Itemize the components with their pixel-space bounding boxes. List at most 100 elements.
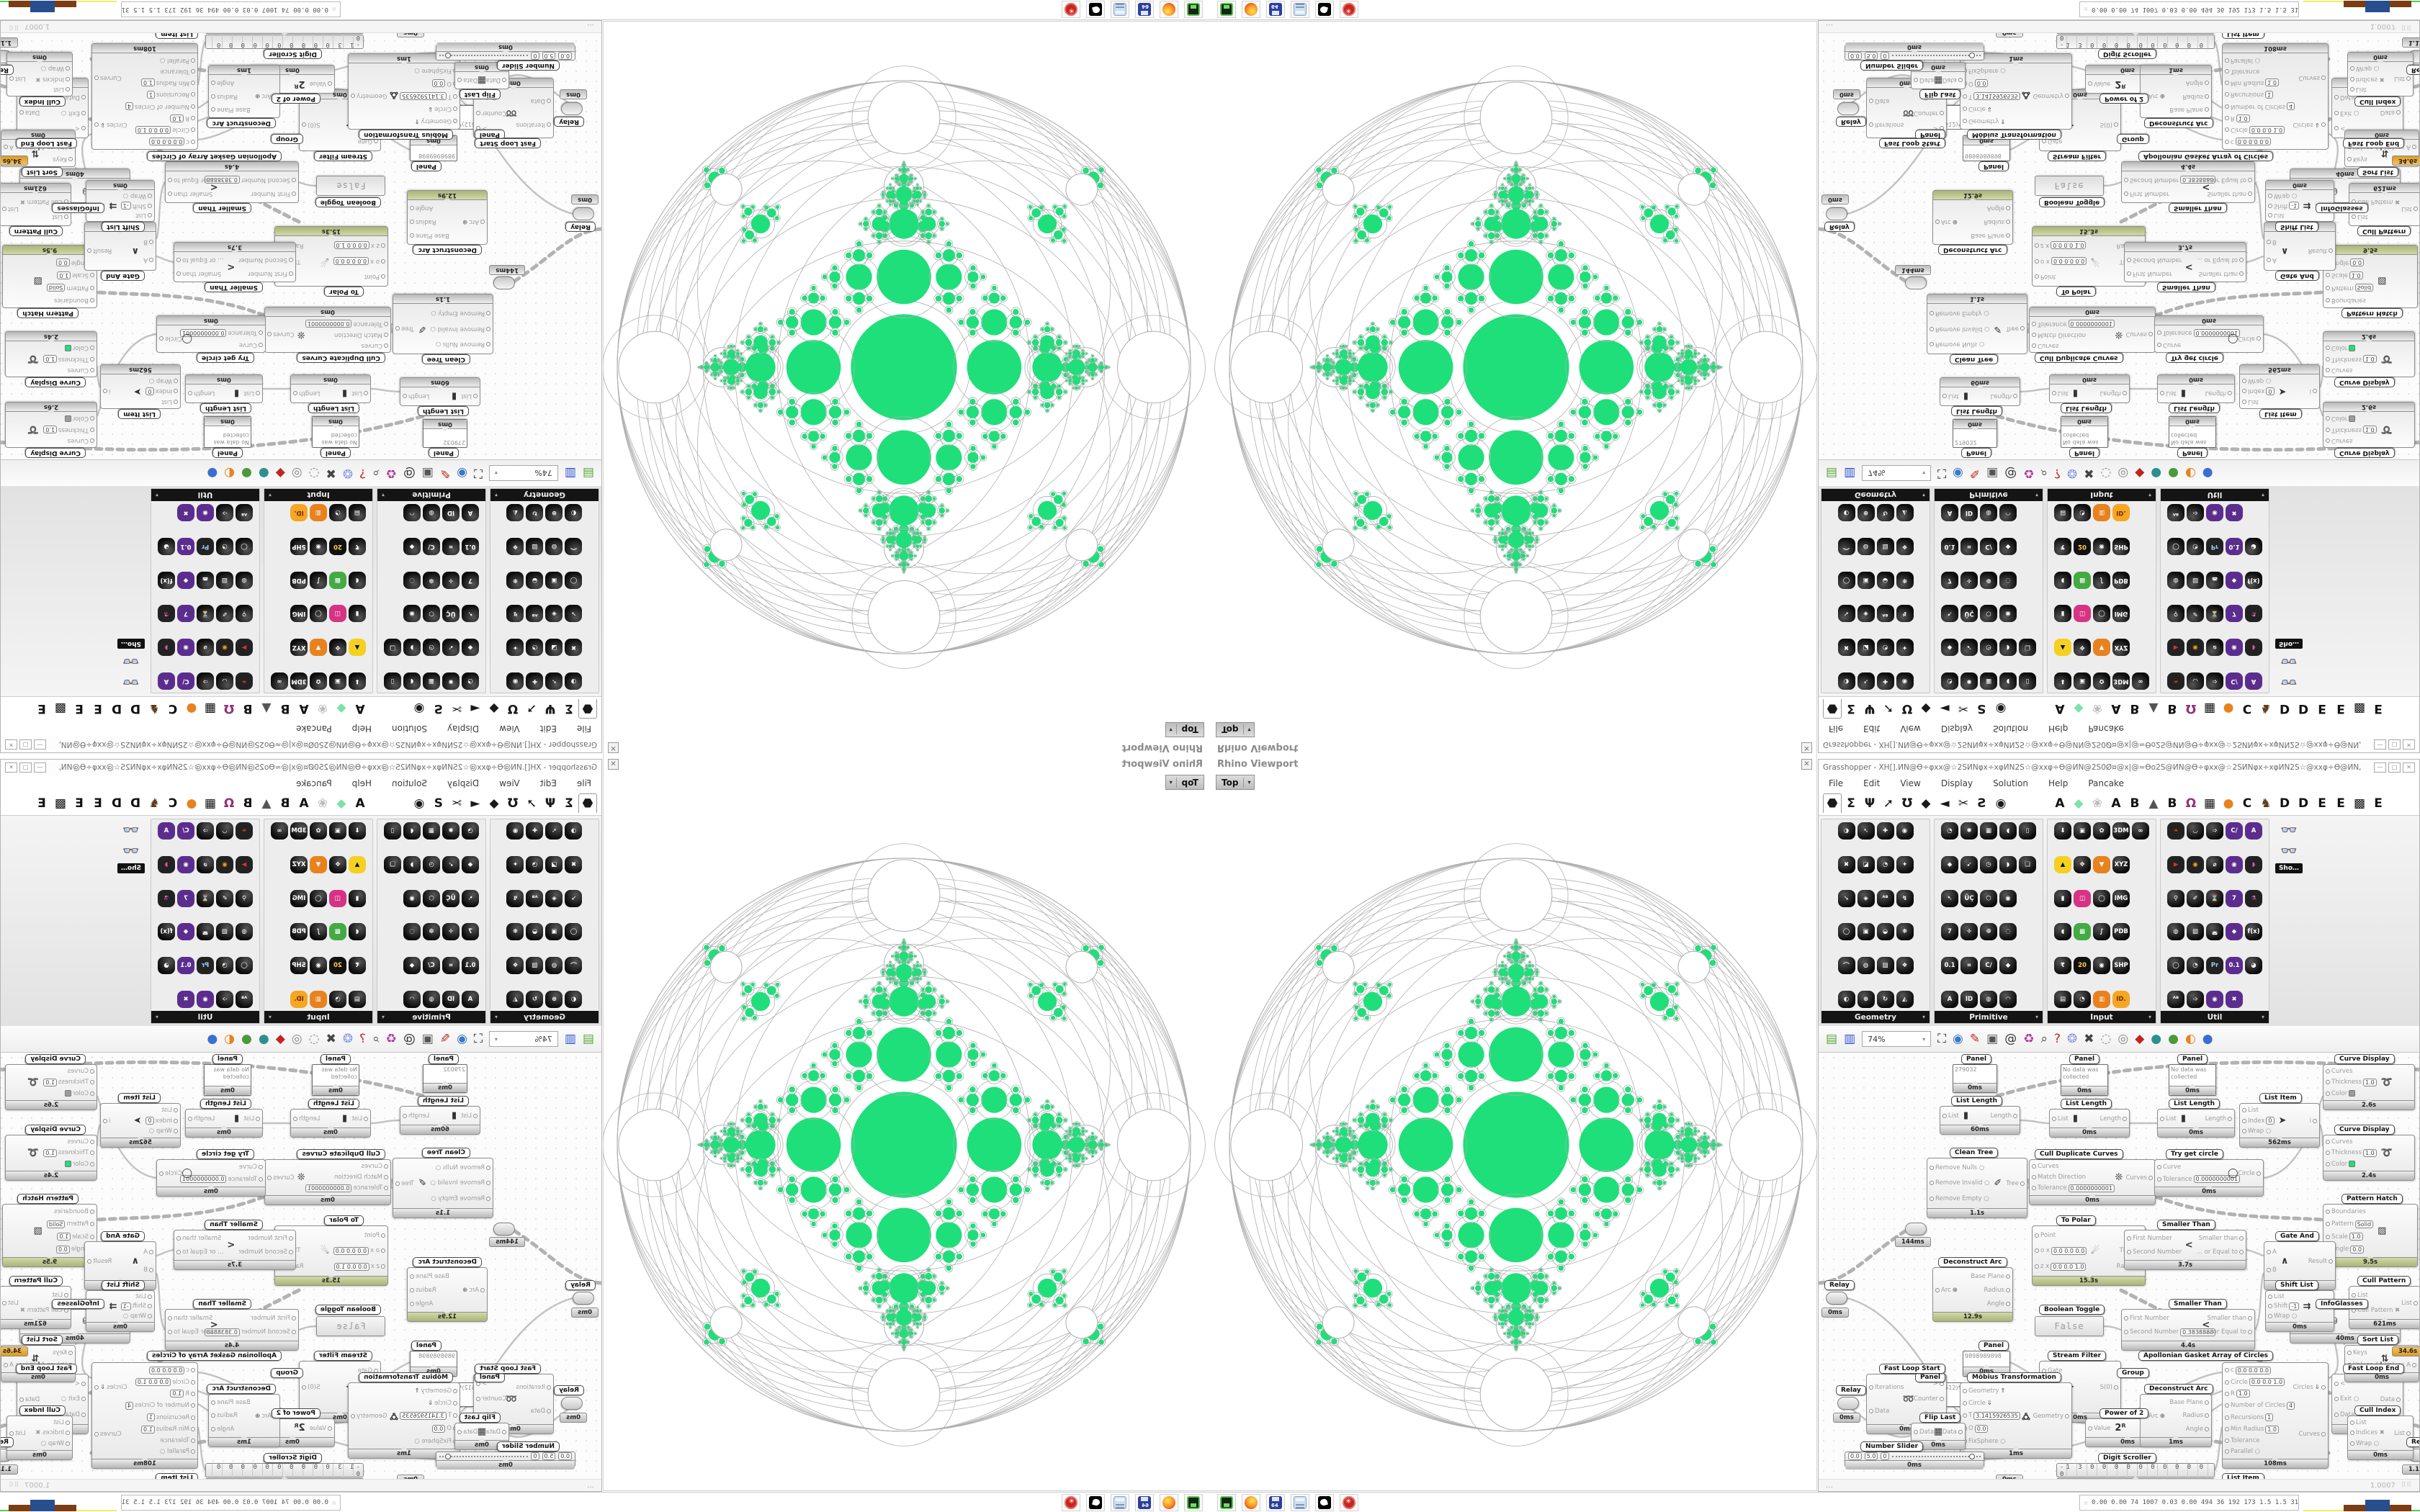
component-icon[interactable]: ▦	[423, 822, 440, 840]
preview-eye-icon[interactable]: ◉	[457, 466, 467, 481]
backdrop-icon[interactable]: ▣	[1986, 1031, 1999, 1046]
component-icon[interactable]: ❖	[506, 537, 524, 555]
node-node[interactable]: Curves Match Direction Tolerance 0.00000000…	[2029, 1159, 2156, 1205]
component-icon[interactable]: ₹	[349, 537, 366, 555]
tab-main-2[interactable]: Ψ	[1864, 701, 1876, 716]
relay-relay[interactable]	[573, 1292, 594, 1305]
tab-plugin-16[interactable]: ▩	[54, 796, 67, 811]
menu-view[interactable]: View	[499, 778, 520, 788]
component-icon[interactable]: ◒	[526, 923, 544, 941]
component-icon[interactable]: ⌛	[197, 889, 214, 907]
component-icon[interactable]: ➘	[565, 889, 583, 907]
component-icon[interactable]: ➷	[1941, 605, 1958, 623]
component-icon[interactable]: ◔	[462, 822, 479, 840]
tab-plugin-0[interactable]: A	[2055, 796, 2065, 811]
glasses-icon[interactable]: 👓	[2280, 653, 2298, 669]
34-6s-chip[interactable]: 34.6s	[2392, 1346, 2419, 1356]
palette-label-util[interactable]: Util	[2161, 489, 2269, 501]
grasshopper-title-bar[interactable]: Grasshopper - XH[].ИN@Ɵ÷φxx@☆2SИNφx÷xφИN…	[1819, 760, 2419, 775]
component-icon[interactable]: ◯	[565, 923, 583, 941]
component-icon[interactable]: ◔	[526, 639, 544, 657]
component-icon[interactable]: ▤	[2054, 990, 2071, 1008]
glasses-icon[interactable]: 👓	[122, 822, 140, 838]
component-icon[interactable]: 20	[2074, 957, 2091, 975]
component-icon[interactable]: ◗	[1999, 855, 2017, 873]
component-icon[interactable]: ◍	[545, 537, 563, 555]
component-icon[interactable]: ▧	[216, 571, 233, 589]
panel-panel[interactable]: No data was collected 0ms	[312, 416, 359, 448]
component-icon[interactable]: C/	[423, 957, 440, 975]
tab-plugin-16[interactable]: ▩	[2353, 796, 2366, 811]
component-icon[interactable]: XYZ	[290, 855, 308, 873]
node-node[interactable]: Arc ⊕ Base Plane Radius Angle 1ms	[208, 65, 280, 118]
component-icon[interactable]: ⌀	[2206, 639, 2223, 657]
component-icon[interactable]: ▤	[2054, 504, 2071, 522]
component-icon[interactable]: ◔	[216, 537, 233, 555]
component-icon[interactable]: ▮	[349, 605, 366, 623]
component-icon[interactable]: ▨	[526, 537, 544, 555]
component-icon[interactable]: ➴	[545, 822, 563, 840]
component-icon[interactable]: ▶	[2167, 639, 2184, 657]
menu-display[interactable]: Display	[1940, 778, 1973, 788]
image-at-icon[interactable]: @	[2004, 1031, 2017, 1046]
draw-pen-icon[interactable]: ✎	[439, 1031, 451, 1046]
component-icon[interactable]: 0.1	[462, 957, 479, 975]
component-icon[interactable]: ▣	[1857, 571, 1875, 589]
component-icon[interactable]: ⌒	[565, 537, 583, 555]
component-icon[interactable]: ID	[1960, 504, 1978, 522]
0ms-chip[interactable]: 0ms	[560, 89, 587, 99]
preview-teal-icon[interactable]: ●	[258, 1031, 269, 1046]
menu-file[interactable]: File	[1829, 724, 1844, 734]
menu-file[interactable]: File	[576, 724, 591, 734]
preview-wire-icon[interactable]: ◎	[2118, 466, 2129, 481]
component-icon[interactable]: ᴬᴮ	[236, 504, 253, 522]
preview-blue-icon[interactable]: ●	[2202, 1031, 2213, 1046]
node-node[interactable]: Arc ⊕ Base Plane Radius Angle 12.9s	[1932, 190, 2013, 245]
component-icon[interactable]: ↻	[1876, 990, 1894, 1008]
chevron-down-icon[interactable]: ▾	[1169, 726, 1173, 733]
component-icon[interactable]: ❧	[2167, 672, 2184, 690]
tab-plugin-17[interactable]: E	[37, 701, 46, 716]
gha-recycle-icon[interactable]: ♻	[385, 1031, 397, 1046]
component-icon[interactable]: ◪	[1857, 639, 1875, 657]
tab-main-4[interactable]: Ʊ	[507, 701, 519, 716]
component-icon[interactable]: ∫	[2093, 923, 2110, 941]
component-icon[interactable]: ◈	[1857, 605, 1875, 623]
tab-plugin-7[interactable]: Ω	[223, 796, 235, 811]
canvas-pan-grid-icon[interactable]: ⠿⠿	[2401, 1482, 2412, 1489]
node-node[interactable]: List ▮ Length 60ms	[1940, 377, 2020, 406]
panel-panel[interactable]: No data was collected 0ms	[2169, 416, 2216, 448]
0ms-chip[interactable]: 0ms	[1996, 33, 2023, 37]
component-icon[interactable]: ◔	[2074, 990, 2091, 1008]
component-icon[interactable]: ⚲	[2167, 889, 2184, 907]
144ms-chip[interactable]: 144ms	[489, 1237, 525, 1247]
component-icon[interactable]: ◐	[1837, 504, 1855, 522]
component-icon[interactable]: ✐	[2187, 889, 2204, 907]
tab-main-5[interactable]: ◆	[1921, 796, 1931, 811]
component-icon[interactable]: ◯	[2093, 605, 2110, 623]
component-icon[interactable]: ◯	[236, 957, 253, 975]
component-icon[interactable]: ❏	[384, 855, 401, 873]
tab-main-1[interactable]: Σ	[565, 796, 573, 811]
maximize-icon[interactable]: □	[19, 739, 32, 750]
node-node[interactable]: First Number Second Number 0.3838888 < Small…	[165, 1309, 299, 1351]
open-file-icon[interactable]: ▤	[1826, 1031, 1838, 1046]
component-icon[interactable]: 0.1	[177, 957, 194, 975]
component-icon[interactable]: PDB	[2112, 571, 2130, 589]
preview-off-icon[interactable]: ◌	[308, 1031, 320, 1046]
save-file-icon[interactable]: ▥	[1844, 1031, 1856, 1046]
component-icon[interactable]: ✐	[216, 605, 233, 623]
component-icon[interactable]: ◉	[2093, 537, 2110, 555]
tab-main-7[interactable]: ✂	[451, 796, 462, 811]
tab-plugin-0[interactable]: A	[2055, 701, 2065, 716]
component-icon[interactable]: ◉	[506, 822, 524, 840]
backdrop-icon[interactable]: ▣	[421, 466, 434, 481]
glasses-icon[interactable]: 👓	[2280, 843, 2298, 859]
tab-plugin-5[interactable]: ▲	[261, 701, 272, 716]
component-icon[interactable]: 20	[329, 537, 346, 555]
menu-edit[interactable]: Edit	[539, 724, 557, 734]
app-redgear-taskbar-button[interactable]	[1340, 1, 1358, 18]
gha-recycle-icon[interactable]: ♻	[385, 466, 397, 481]
